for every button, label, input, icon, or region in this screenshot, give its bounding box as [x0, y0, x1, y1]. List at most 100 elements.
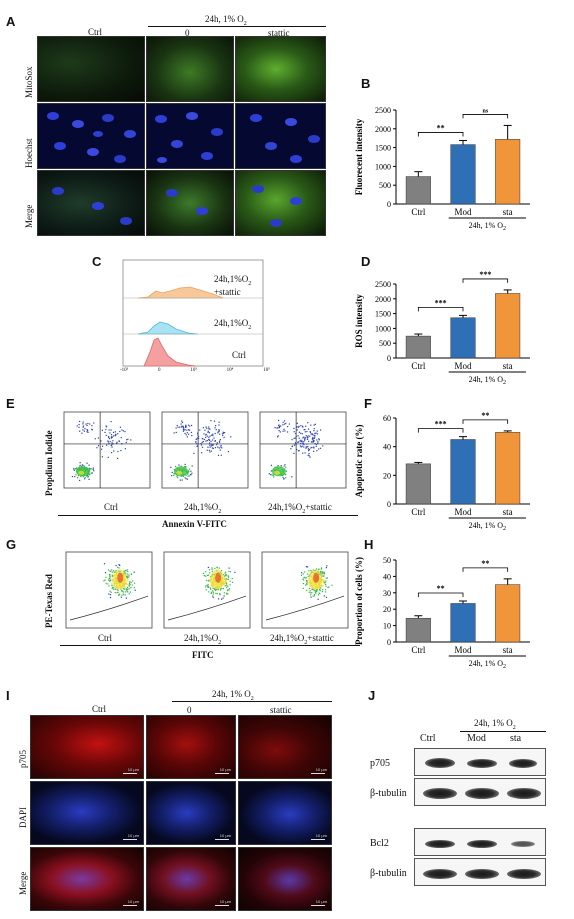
cell-dot — [103, 563, 106, 565]
cell-dot — [305, 447, 307, 449]
cell-dot — [210, 443, 213, 445]
cell-dot — [225, 578, 227, 580]
cell-dot — [215, 592, 217, 594]
cell-dot — [104, 571, 107, 574]
significance-label: ** — [437, 123, 445, 132]
cell-dot — [224, 572, 226, 574]
cell-dot — [313, 440, 315, 442]
xtick: 10⁴ — [226, 368, 234, 373]
cell-dot — [270, 464, 273, 466]
cell-dot — [323, 575, 325, 577]
panel-a-row-mitosox: MitoSox — [24, 66, 34, 98]
cell-dot — [214, 447, 217, 449]
cell-dot — [86, 462, 88, 464]
cell-dot — [88, 474, 90, 476]
cell-dot — [116, 592, 118, 594]
cell-dot — [205, 589, 207, 591]
cell-dot — [224, 577, 226, 579]
cell-dot — [131, 584, 133, 586]
cell-dot — [186, 429, 188, 431]
cell-dot — [215, 424, 217, 427]
x-tick-label: Ctrl — [411, 645, 426, 655]
cell-dot — [112, 443, 114, 445]
cell-dot — [211, 447, 214, 449]
cell-dot — [207, 583, 209, 586]
cell-dot — [312, 440, 315, 442]
cell-dot — [298, 431, 301, 433]
cell-dot — [79, 420, 81, 423]
cell-dot — [217, 598, 220, 600]
cell-dot — [111, 444, 113, 446]
cell-dot — [110, 570, 112, 573]
cell-dot — [283, 478, 285, 480]
micrograph-i-0-dapi: 10 μm — [146, 781, 236, 845]
panel-a-row-hoechst: Hoechst — [24, 138, 34, 169]
cell-dot — [222, 432, 225, 434]
cell-dot — [270, 470, 273, 472]
cell-dot — [210, 420, 212, 422]
cell-dot — [208, 438, 210, 441]
cell-dot — [214, 567, 216, 570]
cell-dot — [108, 593, 110, 595]
cell-dot — [214, 589, 217, 591]
cell-dot — [170, 466, 172, 469]
micrograph-i-0-merge: 10 μm — [146, 847, 236, 911]
cell-dot — [90, 468, 92, 470]
cell-dot — [126, 569, 128, 571]
cell-dot — [120, 437, 122, 439]
cell-dot — [103, 580, 105, 582]
cell-dot — [282, 430, 284, 432]
cell-dot — [128, 583, 131, 585]
cell-dot — [178, 464, 180, 466]
cell-dot — [278, 419, 280, 422]
cell-dot — [276, 427, 278, 429]
cell-dot — [313, 450, 315, 453]
cell-dot — [217, 454, 220, 456]
cell-dot — [315, 432, 317, 434]
cell-dot — [76, 468, 78, 470]
cell-dot — [120, 596, 122, 598]
panel-e-plot2-label: 24h,1%O2 — [184, 502, 222, 515]
cell-dot — [321, 571, 324, 573]
cell-dot — [302, 426, 304, 428]
cell-dot — [177, 426, 179, 428]
cell-dot — [288, 423, 291, 425]
cell-dot — [120, 449, 122, 452]
cell-dot — [111, 587, 113, 590]
y-tick-label: 30 — [383, 589, 391, 598]
y-tick-label: 500 — [379, 181, 391, 190]
cell-dot — [285, 466, 287, 468]
cell-dot — [73, 469, 75, 471]
cell-dot — [316, 433, 319, 435]
panel-j-group-line — [460, 731, 546, 732]
bar-mod — [450, 439, 476, 505]
density-core — [78, 470, 85, 475]
cell-dot — [218, 430, 220, 432]
cell-dot — [202, 427, 204, 429]
cell-dot — [312, 595, 314, 597]
cell-dot — [314, 432, 316, 435]
cell-dot — [88, 464, 90, 466]
cell-dot — [214, 432, 216, 435]
cell-dot — [306, 581, 308, 583]
cell-dot — [182, 430, 184, 432]
cell-dot — [291, 476, 293, 478]
cell-dot — [213, 437, 215, 439]
cell-dot — [293, 452, 295, 454]
cell-dot — [300, 425, 302, 427]
cell-dot — [207, 566, 209, 569]
cell-dot — [86, 429, 88, 431]
bar-mod — [450, 603, 476, 643]
cell-dot — [111, 446, 113, 448]
cell-dot — [118, 594, 120, 596]
cell-dot — [209, 444, 211, 446]
cell-dot — [322, 581, 325, 583]
cell-dot — [208, 428, 210, 430]
cell-dot — [309, 456, 311, 458]
panel-label-h: H — [364, 537, 374, 552]
cell-dot — [225, 574, 227, 576]
cell-dot — [110, 434, 113, 436]
panel-a-group-label: 24h, 1% O2 — [205, 14, 247, 27]
cell-dot — [206, 427, 208, 429]
cell-dot — [181, 421, 184, 424]
